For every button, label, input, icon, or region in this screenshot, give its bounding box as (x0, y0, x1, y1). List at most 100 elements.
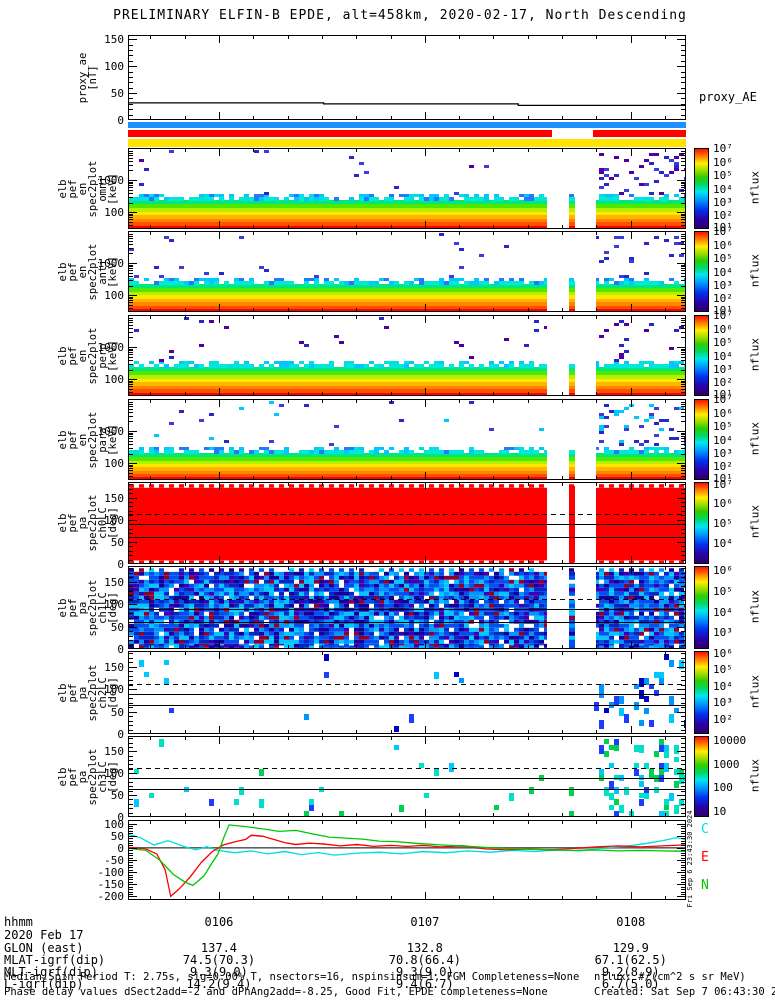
colorbar-tick-label: 10⁶ (713, 564, 733, 578)
colorbar-tick-label: 10⁷ (713, 309, 733, 322)
y-tick-label: 0 (117, 728, 124, 741)
y-tick-label: 150 (104, 575, 124, 589)
y-tick-label: 50 (110, 87, 124, 101)
ephemeris-value: 9.4(6.7) (395, 977, 454, 991)
colorbar-ch3lc (694, 736, 709, 817)
colorbar-ch0lc (694, 482, 709, 564)
y-tick-label: 50 (110, 535, 124, 549)
colorbar-tick-label: 10⁶ (713, 155, 733, 169)
time-axis-unit-label: hhmm (4, 915, 33, 929)
colorbar-unit-label: nflux (748, 170, 762, 204)
y-tick-label: -50 (104, 854, 124, 867)
plot-title: PRELIMINARY ELFIN-B EPDE, alt=458km, 202… (113, 8, 687, 23)
colorbar-tick-label: 10⁵ (713, 517, 733, 530)
y-tick-label: 100 (104, 457, 124, 471)
colorbar-tick-label: 10⁴ (713, 536, 733, 550)
colorbar-tick-label: 10⁶ (713, 497, 733, 511)
y-tick-label: 150 (104, 660, 124, 674)
y-tick-label: 1000 (97, 425, 125, 439)
panel-anti-canvas (128, 231, 686, 312)
y-tick-label: 150 (104, 491, 124, 505)
colorbar-anti (694, 231, 709, 312)
colorbar-unit-label: nflux (748, 253, 762, 287)
ephemeris-row-label: MLT-igrf(dip) (4, 965, 98, 979)
footer-phase-delay-info: Phase delay values dSect2add=-2 and dPhA… (4, 986, 548, 998)
bar-blue (128, 122, 686, 128)
ephemeris-value: 137.4 (200, 941, 238, 955)
colorbar-tick-label: 10³ (713, 626, 733, 640)
ephemeris-value: 9.3(9.0) (395, 965, 454, 979)
colorbar-tick-label: 10¹ (713, 304, 733, 318)
footer-spin-info: Median Spin Period T: 2.75s, sig=0.00% T… (4, 971, 580, 983)
y-tick-label: 100 (104, 206, 124, 220)
y-tick-label: 100 (104, 767, 124, 781)
ephemeris-value: 9.2(8.9) (601, 965, 660, 979)
panel-omni-canvas (128, 148, 686, 229)
colorbar-tick-label: 10⁷ (713, 477, 733, 491)
ephemeris-value: 67.1(62.5) (594, 953, 667, 967)
y-tick-label: 150 (104, 745, 124, 759)
y-tick-label: 150 (104, 33, 124, 47)
fgm-legend-C: C (701, 822, 709, 837)
colorbar-tick-label: 10⁵ (713, 584, 733, 598)
colorbar-tick-label: 10 (713, 804, 727, 818)
colorbar-perp (694, 315, 709, 396)
colorbar-tick-label: 10² (713, 376, 733, 390)
colorbar-tick-label: 10⁵ (713, 168, 733, 182)
colorbar-tick-label: 10³ (713, 363, 733, 377)
side-timestamp-rotated: Fri Sep 6 23:43:30 2024 (686, 810, 694, 908)
y-tick-label: 0 (117, 114, 124, 127)
ephemeris-row-label: GLON (east) (4, 941, 84, 955)
colorbar-tick-label: 10⁴ (713, 349, 733, 363)
panel-ch1lc-canvas (128, 566, 686, 649)
time-tick-label: 0107 (410, 915, 440, 929)
ephemeris-value: 70.8(66.4) (388, 953, 461, 967)
panel-ch0lc-canvas (128, 482, 686, 564)
colorbar-tick-label: 10⁶ (713, 647, 733, 661)
colorbar-tick-label: 10¹ (713, 472, 733, 486)
y-tick-label: 100 (104, 289, 124, 303)
colorbar-tick-label: 10³ (713, 196, 733, 210)
colorbar-tick-label: 10⁵ (713, 335, 733, 349)
y-tick-label: 100 (104, 598, 124, 612)
y-tick-label: 100 (104, 817, 124, 831)
colorbar-tick-label: 10² (713, 460, 733, 474)
colorbar-tick-label: 10³ (713, 279, 733, 293)
panel-proxy-canvas (128, 35, 686, 120)
colorbar-para (694, 399, 709, 480)
colorbar-ch1lc (694, 566, 709, 649)
ephemeris-value: 74.5(70.3) (182, 953, 256, 967)
fgm-legend-E: E (701, 850, 709, 865)
panel-fgm-canvas (128, 820, 686, 900)
colorbar-ch2lc (694, 651, 709, 734)
footer-created-timestamp: Created: Sat Sep 7 06:43:30 2024 (594, 986, 775, 998)
y-tick-label: -150 (97, 878, 125, 892)
colorbar-tick-label: 100 (713, 781, 733, 795)
ephemeris-value: 129.9 (612, 941, 649, 955)
footer-nflux-units: nflux: #/(cm^2 s sr MeV) (594, 971, 746, 983)
fgm-legend-N: N (701, 878, 709, 893)
y-tick-label: 50 (110, 705, 124, 719)
colorbar-tick-label: 10² (713, 713, 733, 727)
y-tick-label: 1000 (97, 341, 125, 355)
bar-red (592, 130, 686, 137)
colorbar-tick-label: 10⁴ (713, 433, 733, 447)
colorbar-tick-label: 10⁴ (713, 182, 733, 196)
y-tick-label: 100 (104, 513, 124, 527)
colorbar-tick-label: 10³ (713, 447, 733, 461)
panel-ch3lc-canvas (128, 736, 686, 817)
colorbar-omni (694, 148, 709, 229)
bar-yellow (128, 139, 686, 147)
ephemeris-value: 14.2(9.4) (186, 977, 252, 991)
colorbar-unit-label: nflux (748, 589, 762, 623)
y-tick-label: 100 (104, 373, 124, 387)
colorbar-tick-label: 10000 (713, 734, 747, 748)
y-tick-label: 0 (117, 558, 124, 571)
y-tick-label: 0 (117, 643, 124, 656)
y-tick-label: 1000 (97, 257, 125, 271)
proxy-ae-right-label: proxy_AE (699, 90, 757, 104)
colorbar-tick-label: 10⁷ (713, 393, 733, 406)
colorbar-tick-label: 10³ (713, 696, 733, 710)
colorbar-tick-label: 10⁵ (713, 419, 733, 433)
